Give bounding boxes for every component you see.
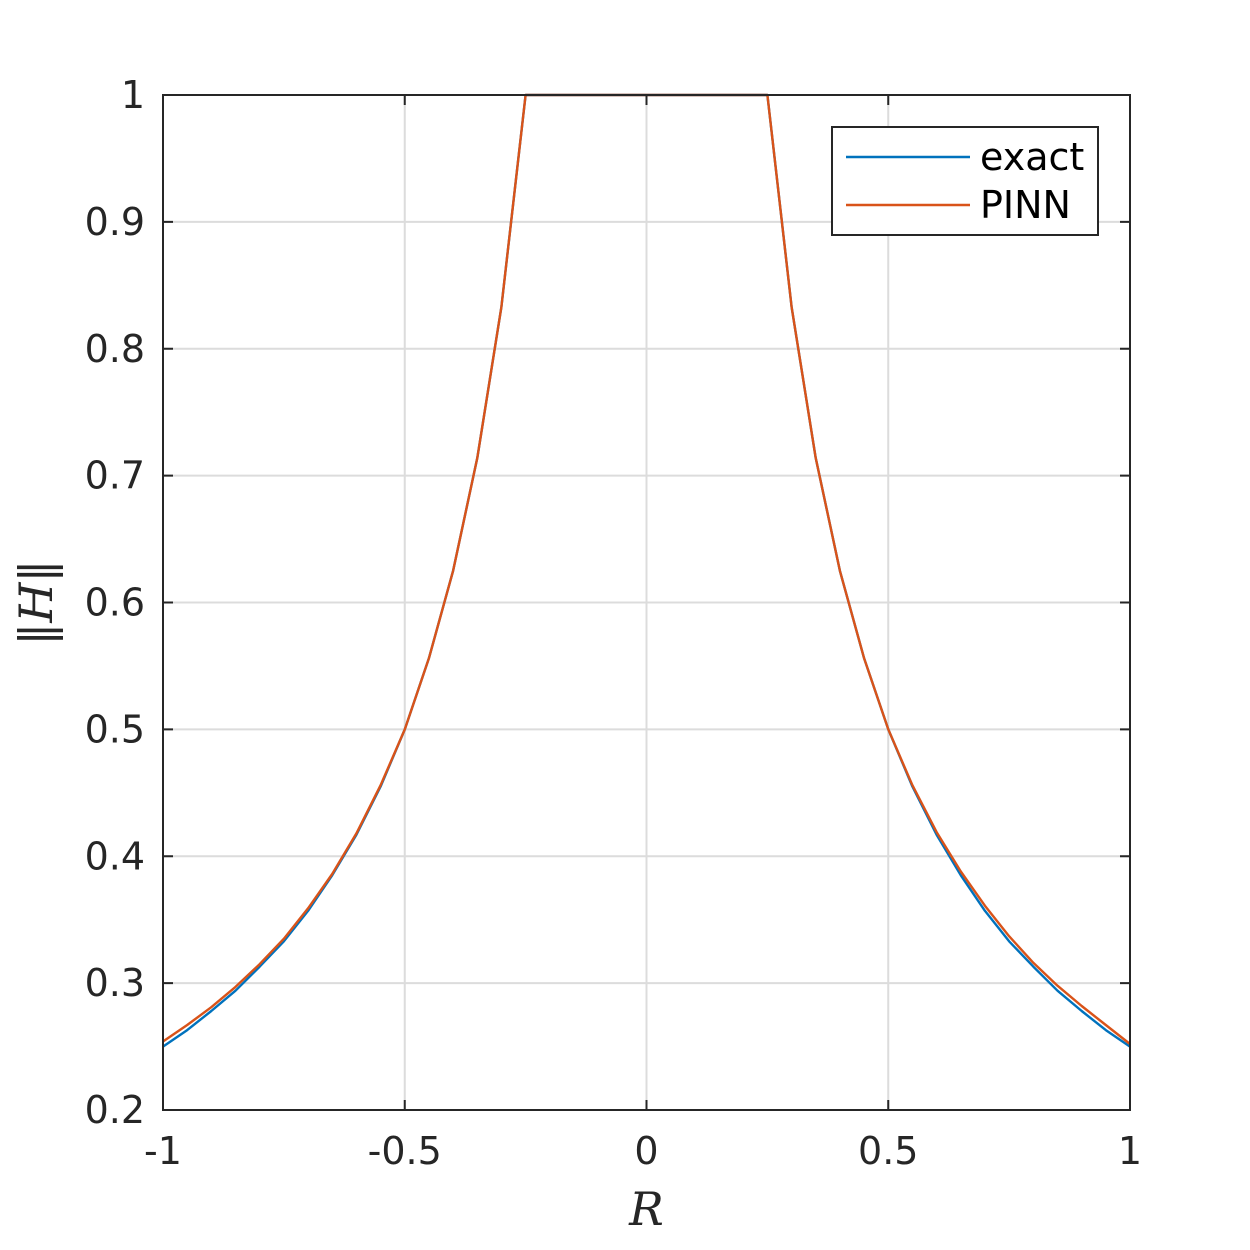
tick-labels: -1 -0.5 0 0.5 1 0.2 0.3 0.4 0.5 0.6 0.7 0.8 0.9 1 bbox=[85, 73, 1143, 1173]
x-axis-label: R bbox=[628, 1182, 664, 1236]
y-axis-label: ‖H‖ bbox=[9, 559, 63, 645]
legend-label-exact: exact bbox=[980, 135, 1084, 179]
legend-label-pinn: PINN bbox=[980, 183, 1071, 227]
y-tick-label: 0.5 bbox=[85, 707, 145, 751]
y-tick-label: 0.3 bbox=[85, 961, 145, 1005]
y-tick-label: 0.2 bbox=[85, 1088, 145, 1132]
x-tick-label: 1 bbox=[1118, 1129, 1142, 1173]
y-tick-label: 1 bbox=[121, 73, 145, 117]
y-tick-label: 0.8 bbox=[85, 327, 145, 371]
y-tick-label: 0.7 bbox=[85, 454, 145, 498]
legend-box bbox=[831, 126, 1099, 236]
x-tick-label: 0 bbox=[634, 1129, 658, 1173]
y-tick-label: 0.9 bbox=[85, 200, 145, 244]
x-tick-label: 0.5 bbox=[858, 1129, 918, 1173]
grid bbox=[163, 95, 1130, 1110]
ticks bbox=[162, 94, 1131, 1111]
x-tick-label: -0.5 bbox=[368, 1129, 442, 1173]
x-tick-label: -1 bbox=[144, 1129, 182, 1173]
y-tick-label: 0.6 bbox=[85, 581, 145, 625]
y-tick-label: 0.4 bbox=[85, 834, 145, 878]
